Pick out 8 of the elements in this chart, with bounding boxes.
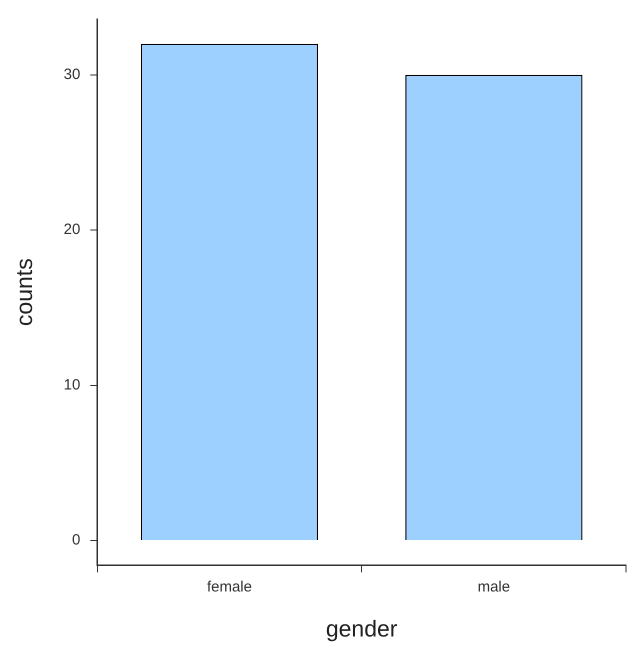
y-axis-title: counts: [11, 258, 38, 326]
y-tick-label: 20: [64, 221, 80, 238]
x-tick-label: female: [206, 578, 252, 596]
x-tick-label: male: [478, 578, 510, 596]
y-tick-label: 0: [72, 532, 80, 549]
y-tick-label: 30: [64, 66, 80, 84]
x-axis-title: gender: [326, 616, 398, 642]
y-tick-label: 10: [64, 376, 80, 394]
